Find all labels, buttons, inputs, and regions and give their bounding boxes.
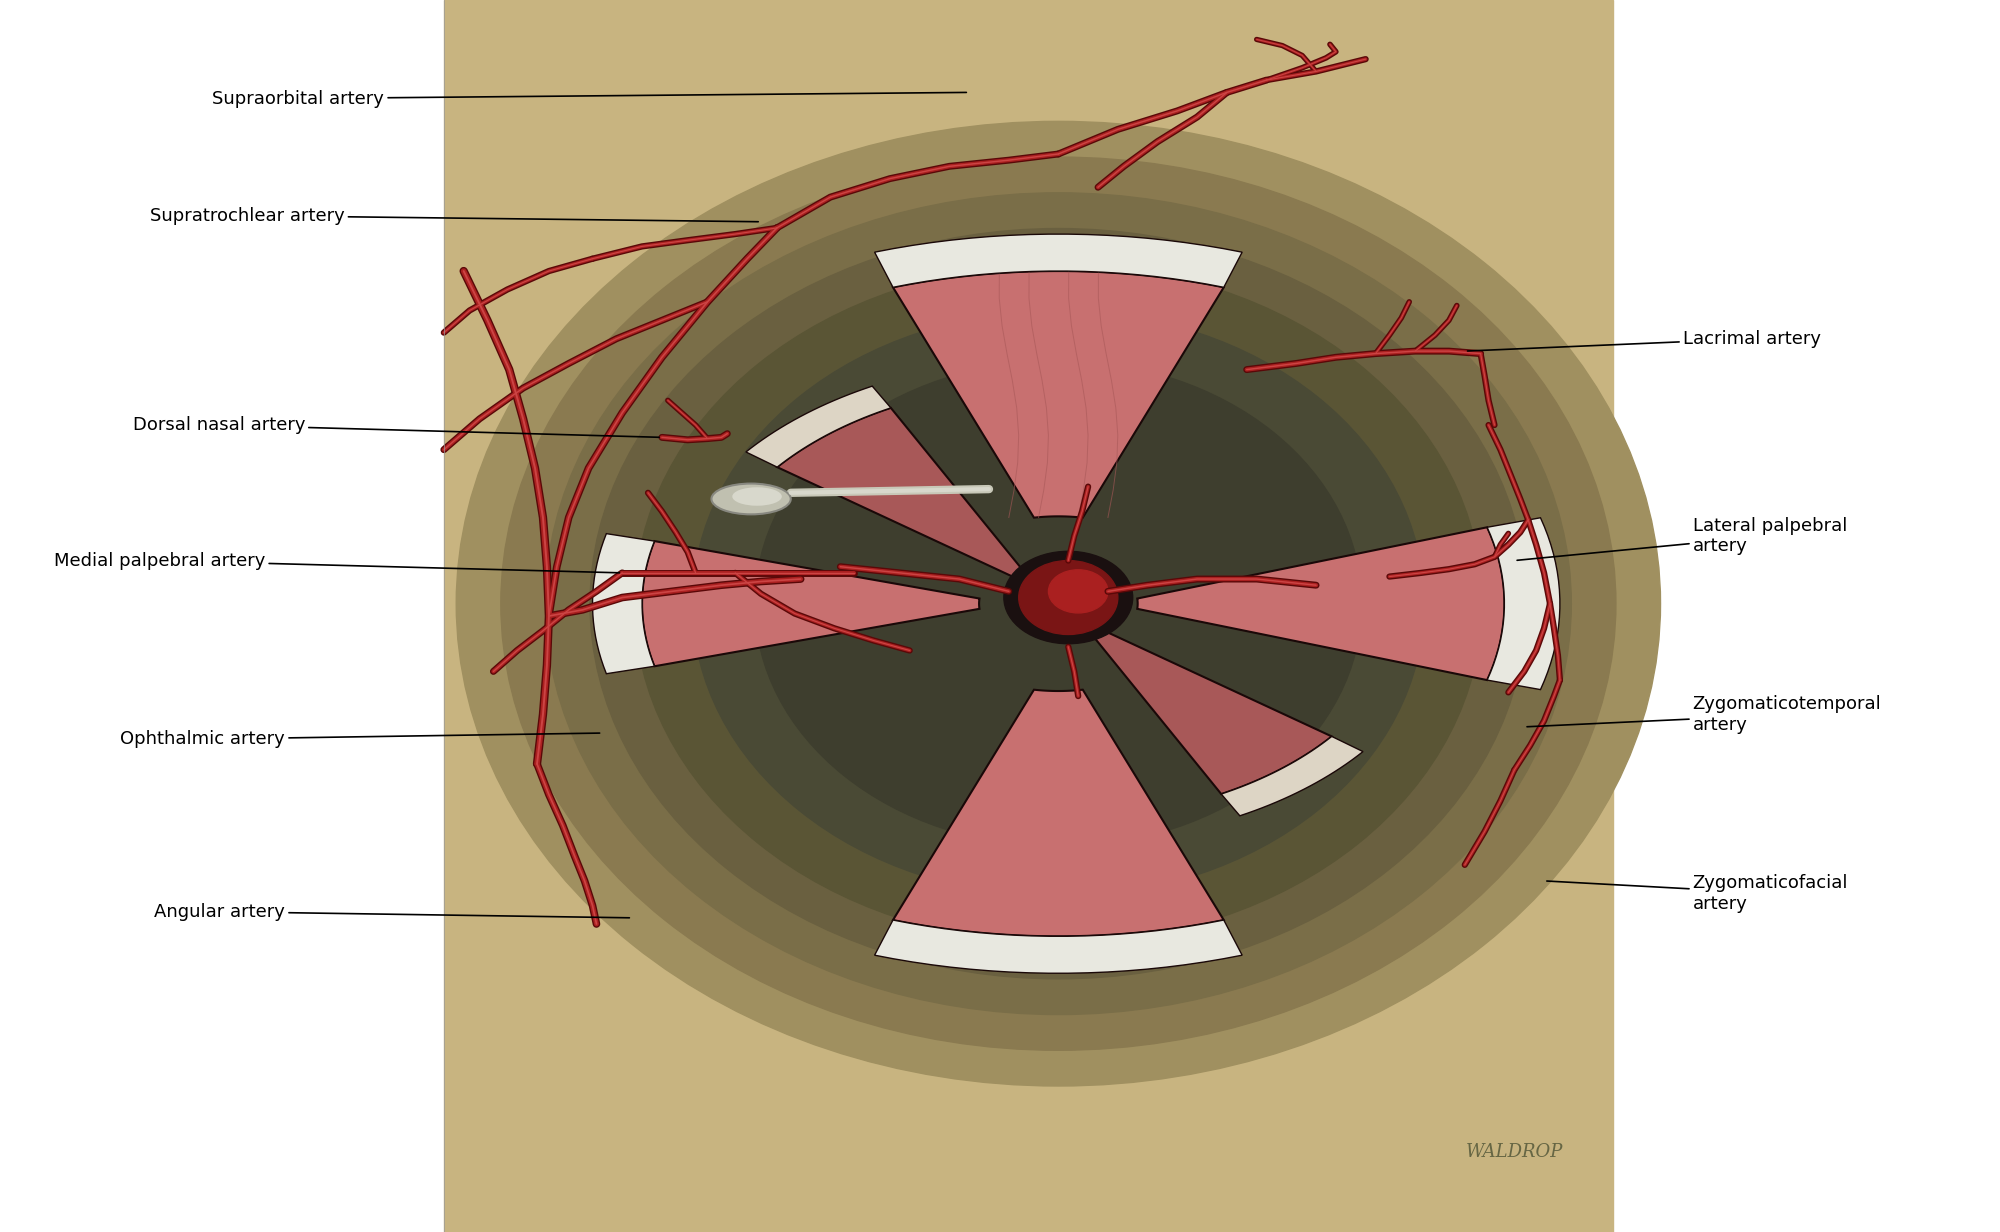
Polygon shape — [892, 690, 1224, 936]
Ellipse shape — [590, 229, 1526, 978]
Text: Supratrochlear artery: Supratrochlear artery — [150, 207, 758, 224]
Polygon shape — [746, 386, 890, 467]
Ellipse shape — [1048, 570, 1108, 614]
Ellipse shape — [712, 484, 790, 515]
Text: Lacrimal artery: Lacrimal artery — [1468, 330, 1820, 351]
Ellipse shape — [500, 158, 1616, 1050]
Ellipse shape — [692, 310, 1424, 897]
Polygon shape — [874, 920, 1242, 973]
Text: Angular artery: Angular artery — [154, 903, 630, 920]
Polygon shape — [1138, 527, 1504, 680]
Ellipse shape — [546, 193, 1572, 1014]
Polygon shape — [778, 408, 1026, 578]
Bar — [444, 0, 1614, 1232]
Polygon shape — [1222, 737, 1362, 816]
Polygon shape — [874, 234, 1242, 287]
Polygon shape — [1488, 517, 1560, 690]
Text: WALDROP: WALDROP — [1466, 1143, 1564, 1161]
Text: Dorsal nasal artery: Dorsal nasal artery — [132, 416, 660, 437]
Polygon shape — [592, 533, 654, 674]
Polygon shape — [642, 541, 980, 667]
Ellipse shape — [732, 488, 782, 506]
Text: Zygomaticofacial
artery: Zygomaticofacial artery — [1546, 873, 1848, 913]
Polygon shape — [1092, 630, 1332, 795]
Ellipse shape — [1118, 330, 1474, 508]
Ellipse shape — [1004, 552, 1132, 643]
Text: Medial palpebral artery: Medial palpebral artery — [54, 552, 620, 573]
Ellipse shape — [634, 265, 1482, 944]
Polygon shape — [892, 271, 1224, 517]
Text: Zygomaticotemporal
artery: Zygomaticotemporal artery — [1528, 695, 1882, 734]
Text: Lateral palpebral
artery: Lateral palpebral artery — [1518, 516, 1848, 561]
Ellipse shape — [1018, 561, 1118, 634]
Ellipse shape — [756, 361, 1362, 846]
Text: Supraorbital artery: Supraorbital artery — [212, 90, 966, 107]
Ellipse shape — [456, 122, 1660, 1087]
Text: Ophthalmic artery: Ophthalmic artery — [120, 731, 600, 748]
